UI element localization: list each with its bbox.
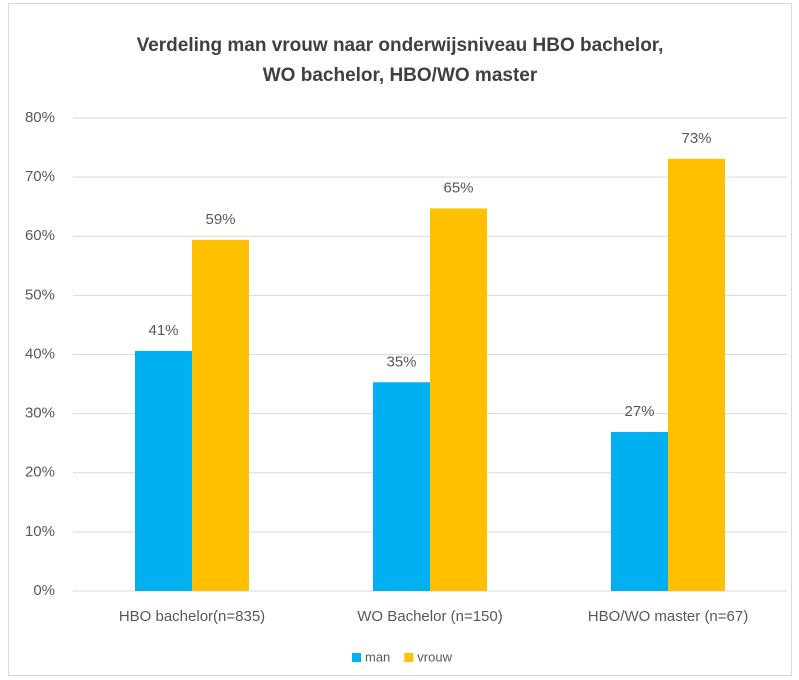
- bar: [135, 350, 192, 591]
- legend-swatch: [352, 653, 361, 662]
- bar: [192, 239, 249, 592]
- bar: [611, 431, 668, 591]
- data-label: 27%: [624, 403, 654, 420]
- data-label: 35%: [386, 353, 416, 370]
- legend-swatch: [404, 653, 414, 662]
- data-label: 73%: [681, 130, 711, 147]
- data-label: 59%: [205, 211, 235, 228]
- chart-title: Verdeling man vrouw naar onderwijsniveau…: [137, 35, 664, 56]
- x-tick-label: HBO/WO master (n=67): [588, 608, 748, 625]
- legend-label: vrouw: [417, 649, 452, 664]
- y-tick-label: 40%: [25, 345, 55, 362]
- y-tick-label: 60%: [25, 227, 55, 244]
- y-tick-label: 0%: [33, 582, 55, 599]
- bar: [668, 158, 725, 591]
- data-label: 41%: [148, 322, 178, 339]
- y-tick-label: 10%: [25, 523, 55, 540]
- y-tick-label: 80%: [25, 109, 55, 126]
- legend-label: man: [365, 649, 390, 664]
- y-tick-label: 30%: [25, 405, 55, 422]
- y-tick-label: 70%: [25, 168, 55, 185]
- x-tick-label: WO Bachelor (n=150): [357, 608, 502, 625]
- bar: [373, 382, 430, 591]
- bar: [430, 208, 487, 591]
- chart-title: WO bachelor, HBO/WO master: [263, 65, 538, 86]
- x-tick-label: HBO bachelor(n=835): [119, 608, 265, 625]
- data-label: 65%: [443, 179, 473, 196]
- y-tick-label: 20%: [25, 464, 55, 481]
- y-tick-label: 50%: [25, 286, 55, 303]
